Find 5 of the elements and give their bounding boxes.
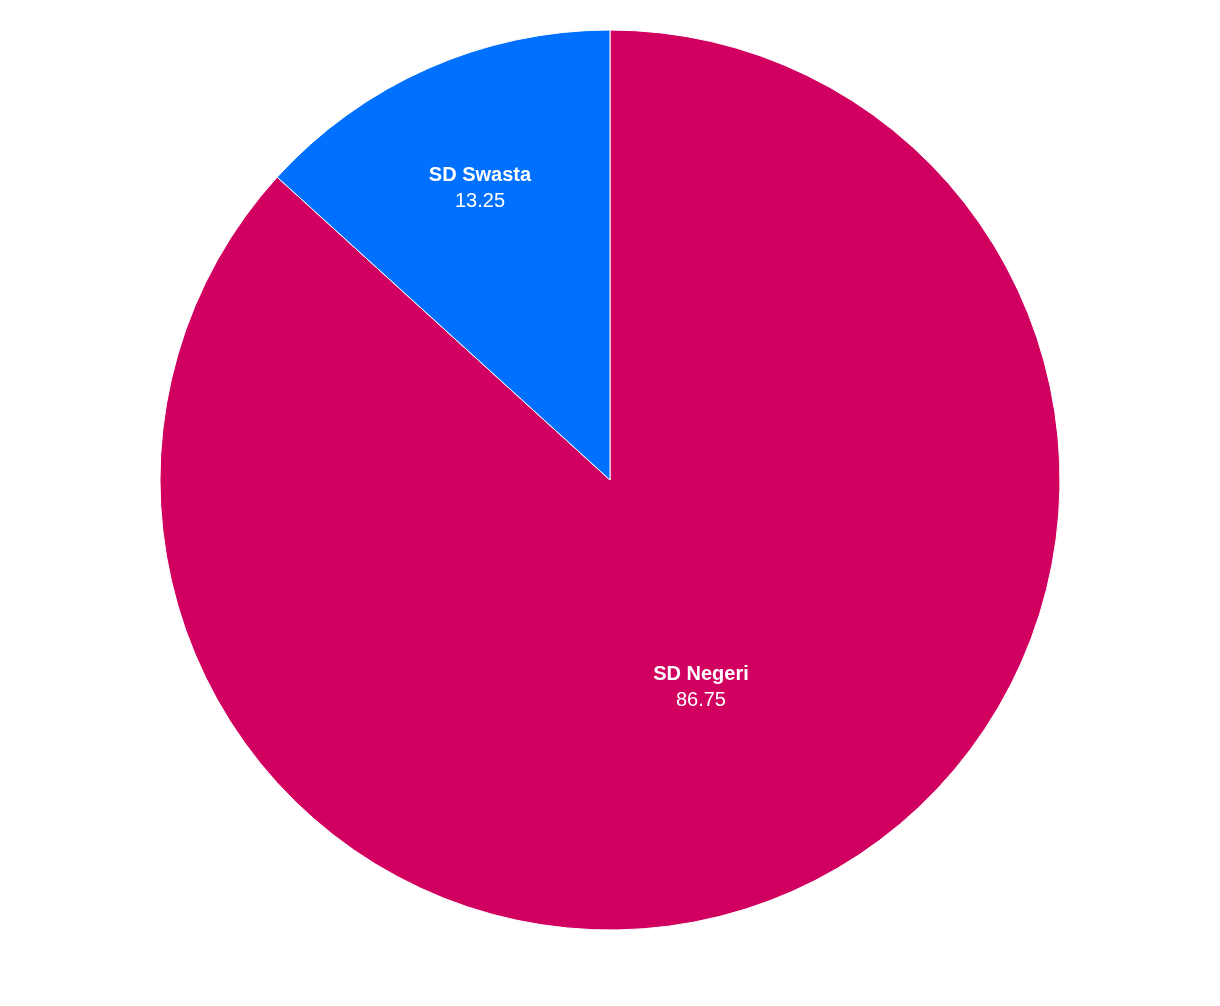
slice-label: SD Swasta <box>428 162 533 185</box>
data-label: 86.75 <box>675 687 727 710</box>
pie-slice <box>159 29 1061 931</box>
slice-label: SD Negeri <box>653 661 749 684</box>
data-label: 13.25 <box>454 188 506 211</box>
